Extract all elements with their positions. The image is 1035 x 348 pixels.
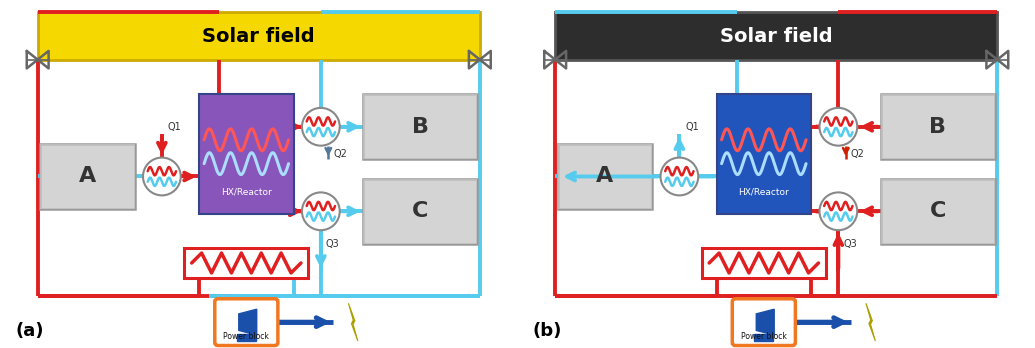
FancyBboxPatch shape [558, 144, 652, 209]
Text: Solar field: Solar field [720, 26, 832, 46]
Text: HX/Reactor: HX/Reactor [220, 188, 272, 197]
Text: Q2: Q2 [333, 149, 347, 159]
Polygon shape [757, 309, 774, 335]
Circle shape [820, 108, 857, 146]
Bar [755, 334, 773, 341]
FancyBboxPatch shape [881, 179, 995, 244]
Text: Q1: Q1 [168, 122, 181, 132]
Polygon shape [239, 309, 257, 335]
Bar [184, 247, 308, 278]
Text: Q2: Q2 [851, 149, 864, 159]
FancyBboxPatch shape [199, 94, 294, 214]
Text: Q3: Q3 [326, 239, 339, 248]
Text: A: A [79, 166, 96, 187]
FancyBboxPatch shape [881, 179, 995, 244]
Circle shape [302, 108, 339, 146]
FancyBboxPatch shape [40, 144, 135, 209]
Polygon shape [349, 303, 358, 341]
Text: Q3: Q3 [844, 239, 857, 248]
Circle shape [143, 158, 181, 195]
Text: (a): (a) [16, 322, 43, 340]
Text: Power block: Power block [224, 332, 269, 341]
Text: (b): (b) [533, 322, 562, 340]
Circle shape [660, 158, 699, 195]
FancyBboxPatch shape [881, 94, 995, 159]
Text: B: B [412, 117, 428, 137]
FancyBboxPatch shape [733, 299, 795, 346]
Text: C: C [412, 201, 428, 221]
FancyBboxPatch shape [215, 299, 277, 346]
FancyBboxPatch shape [555, 13, 998, 60]
FancyBboxPatch shape [40, 144, 135, 209]
FancyBboxPatch shape [881, 94, 995, 159]
Text: B: B [929, 117, 946, 137]
Text: C: C [929, 201, 946, 221]
FancyBboxPatch shape [716, 94, 811, 214]
FancyBboxPatch shape [363, 179, 477, 244]
Polygon shape [866, 303, 876, 341]
Text: Q1: Q1 [685, 122, 699, 132]
Text: Solar field: Solar field [203, 26, 315, 46]
Circle shape [302, 192, 339, 230]
FancyBboxPatch shape [558, 144, 652, 209]
Text: HX/Reactor: HX/Reactor [738, 188, 790, 197]
Text: Power block: Power block [741, 332, 787, 341]
FancyBboxPatch shape [363, 94, 477, 159]
FancyBboxPatch shape [363, 179, 477, 244]
Text: A: A [596, 166, 614, 187]
FancyBboxPatch shape [37, 13, 480, 60]
Circle shape [820, 192, 857, 230]
FancyBboxPatch shape [363, 94, 477, 159]
Bar [702, 247, 826, 278]
Bar [237, 334, 256, 341]
